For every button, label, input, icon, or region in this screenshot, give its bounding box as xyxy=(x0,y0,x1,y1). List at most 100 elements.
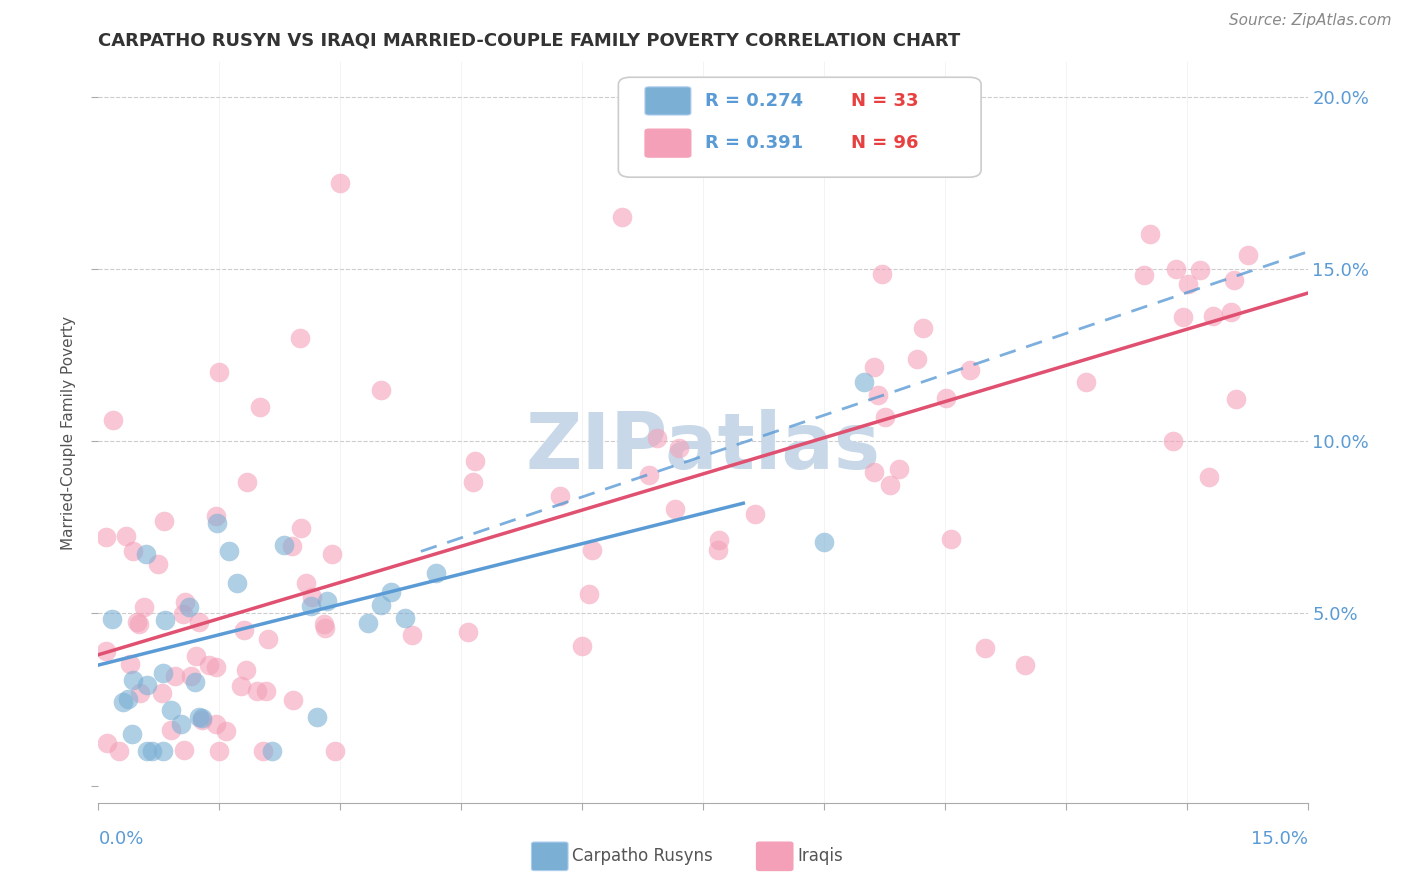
Point xyxy=(136,744,159,758)
Point xyxy=(329,176,352,190)
Point xyxy=(401,628,423,642)
Point xyxy=(281,693,304,707)
Point xyxy=(581,542,603,557)
Point xyxy=(135,547,157,561)
Point xyxy=(153,613,176,627)
Point xyxy=(225,575,247,590)
Point xyxy=(163,669,186,683)
Point xyxy=(160,703,183,717)
Point xyxy=(152,744,174,758)
Point xyxy=(96,644,118,658)
Point xyxy=(645,431,668,445)
Point xyxy=(863,465,886,479)
Point xyxy=(281,539,304,553)
Point xyxy=(257,632,280,647)
Point xyxy=(121,727,143,741)
Point xyxy=(180,668,202,682)
Point xyxy=(1161,434,1184,448)
Point xyxy=(184,674,207,689)
Point xyxy=(136,678,159,692)
Point xyxy=(117,692,139,706)
Text: R = 0.274: R = 0.274 xyxy=(706,92,804,110)
Point xyxy=(254,684,277,698)
Point xyxy=(571,640,593,654)
Point xyxy=(314,616,336,631)
Point xyxy=(1074,375,1097,389)
Point xyxy=(118,657,141,671)
Point xyxy=(236,475,259,490)
Point xyxy=(1198,470,1220,484)
Point xyxy=(1166,261,1188,276)
Point xyxy=(128,616,150,631)
Point xyxy=(664,501,686,516)
Point xyxy=(1189,262,1212,277)
Point xyxy=(205,508,228,523)
Point xyxy=(612,211,634,225)
Point xyxy=(159,723,181,738)
Point xyxy=(191,713,214,727)
Point xyxy=(939,532,962,546)
Point xyxy=(121,673,143,688)
Text: Carpatho Rusyns: Carpatho Rusyns xyxy=(572,847,713,865)
Text: ZIPatlas: ZIPatlas xyxy=(526,409,880,485)
Point xyxy=(868,388,890,402)
Point xyxy=(638,467,661,482)
Point xyxy=(101,612,124,626)
Point xyxy=(464,453,486,467)
Point xyxy=(1236,248,1258,262)
Point xyxy=(260,744,283,758)
Point xyxy=(103,413,125,427)
Point xyxy=(873,410,896,425)
Point xyxy=(172,607,194,622)
Point xyxy=(744,507,766,521)
Point xyxy=(152,665,174,680)
Point xyxy=(246,683,269,698)
Point xyxy=(121,544,143,558)
Point xyxy=(301,590,323,604)
Point xyxy=(204,660,226,674)
Text: 15.0%: 15.0% xyxy=(1250,830,1308,848)
Point xyxy=(235,663,257,677)
Point xyxy=(108,744,131,758)
Point xyxy=(96,736,118,750)
Point xyxy=(197,657,219,672)
FancyBboxPatch shape xyxy=(645,87,690,115)
Point xyxy=(911,321,934,335)
Point xyxy=(357,616,380,631)
Point xyxy=(115,529,138,543)
Point xyxy=(190,711,212,725)
Point xyxy=(273,539,295,553)
FancyBboxPatch shape xyxy=(645,129,690,157)
Point xyxy=(174,595,197,609)
Point xyxy=(394,610,416,624)
Point xyxy=(370,598,392,612)
Point xyxy=(862,359,884,374)
Point xyxy=(141,744,163,758)
Point xyxy=(215,724,238,739)
Point xyxy=(813,535,835,549)
Point xyxy=(128,686,150,700)
Point xyxy=(1133,268,1156,282)
Point xyxy=(288,331,311,345)
Point xyxy=(249,400,271,414)
Point xyxy=(169,716,191,731)
Point xyxy=(153,514,176,528)
Point xyxy=(96,530,118,544)
Point xyxy=(208,365,231,379)
Point xyxy=(152,686,174,700)
Text: N = 33: N = 33 xyxy=(851,92,918,110)
Point xyxy=(905,352,928,367)
Point xyxy=(207,744,229,758)
Point xyxy=(295,576,318,591)
Point xyxy=(550,489,572,503)
Point xyxy=(380,585,402,599)
Point xyxy=(1014,658,1036,673)
Y-axis label: Married-Couple Family Poverty: Married-Couple Family Poverty xyxy=(60,316,76,549)
Point xyxy=(935,391,957,405)
Point xyxy=(229,679,252,693)
Point xyxy=(668,442,690,456)
Point xyxy=(370,383,392,397)
Point xyxy=(314,621,336,635)
Point xyxy=(879,478,901,492)
Point xyxy=(252,744,274,758)
